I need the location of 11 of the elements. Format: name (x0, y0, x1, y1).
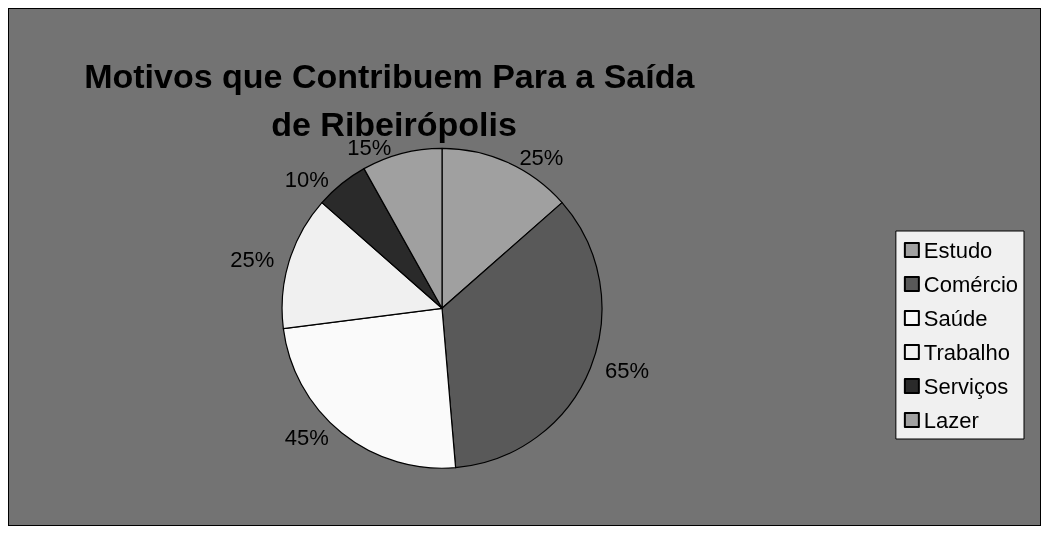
legend-label: Estudo (923, 237, 993, 263)
legend-label: Comércio (923, 271, 1019, 297)
legend-label: Trabalho (923, 339, 1010, 365)
legend-label: Lazer (923, 407, 979, 433)
legend-label: Serviços (923, 373, 1009, 399)
data-label: 25% (230, 247, 275, 273)
data-label: 25% (519, 144, 564, 170)
data-label: 10% (284, 166, 329, 192)
legend-label: Saúde (923, 305, 988, 331)
data-label: 45% (284, 424, 329, 450)
data-label: 65% (605, 357, 650, 383)
